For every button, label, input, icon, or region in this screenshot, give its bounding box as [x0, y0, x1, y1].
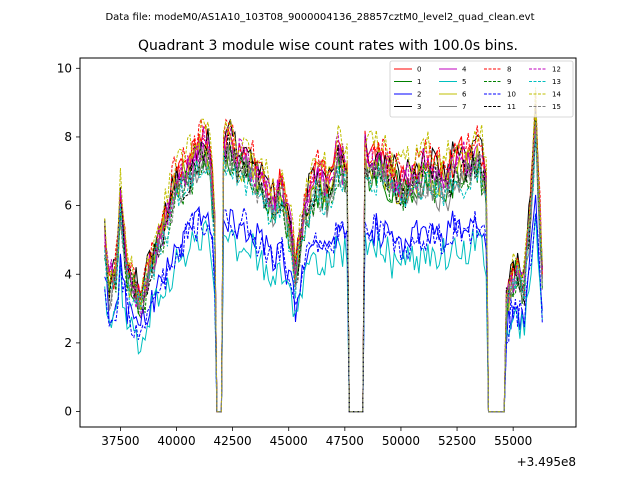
legend-label-15: 15 — [552, 103, 561, 111]
x-tick-label: 40000 — [157, 434, 195, 448]
series-group — [104, 87, 543, 413]
series-line-5 — [104, 213, 543, 413]
legend-label-9: 9 — [507, 78, 511, 86]
suptitle: Data file: modeM0/AS1A10_103T08_90000041… — [105, 12, 534, 23]
legend-label-13: 13 — [552, 78, 561, 86]
x-tick-label: 45000 — [270, 434, 308, 448]
y-tick-label: 6 — [64, 199, 72, 213]
x-tick-label: 37500 — [101, 434, 139, 448]
y-tick-label: 2 — [64, 336, 72, 350]
series-line-2 — [104, 194, 543, 413]
series-line-12 — [104, 125, 543, 413]
legend-label-0: 0 — [417, 66, 421, 74]
series-line-9 — [104, 120, 543, 413]
legend-label-6: 6 — [462, 91, 467, 99]
x-tick-label: 50000 — [382, 434, 420, 448]
legend-label-3: 3 — [417, 103, 421, 111]
legend-label-14: 14 — [552, 91, 561, 99]
y-tick-label: 0 — [64, 405, 72, 419]
y-axis: 0 2 4 6 8 10 — [57, 61, 80, 419]
legend-frame — [389, 60, 574, 118]
y-tick-label: 4 — [64, 267, 72, 281]
legend-label-2: 2 — [417, 91, 421, 99]
x-tick-label: 52500 — [438, 434, 476, 448]
legend-label-1: 1 — [417, 78, 421, 86]
legend-label-12: 12 — [552, 66, 561, 74]
x-axis: 37500 40000 42500 45000 47500 50000 52500 55000 — [101, 427, 532, 448]
plot-frame — [79, 57, 577, 428]
y-tick-label: 10 — [57, 61, 72, 75]
x-offset-label: +3.495e8 — [517, 455, 576, 469]
legend-label-5: 5 — [462, 78, 466, 86]
legend-label-11: 11 — [507, 103, 516, 111]
chart-title: Quadrant 3 module wise count rates with … — [138, 38, 518, 54]
x-tick-label: 55000 — [494, 434, 532, 448]
series-line-10 — [104, 206, 543, 413]
series-line-13 — [104, 133, 543, 413]
series-line-15 — [104, 121, 543, 413]
series-line-14 — [104, 87, 543, 413]
legend-label-10: 10 — [507, 91, 516, 99]
legend-label-4: 4 — [462, 66, 467, 74]
legend-label-8: 8 — [507, 66, 511, 74]
x-tick-label: 47500 — [326, 434, 364, 448]
x-tick-label: 42500 — [214, 434, 252, 448]
legend-label-7: 7 — [462, 103, 466, 111]
y-tick-label: 8 — [64, 130, 72, 144]
series-line-8 — [104, 90, 543, 413]
